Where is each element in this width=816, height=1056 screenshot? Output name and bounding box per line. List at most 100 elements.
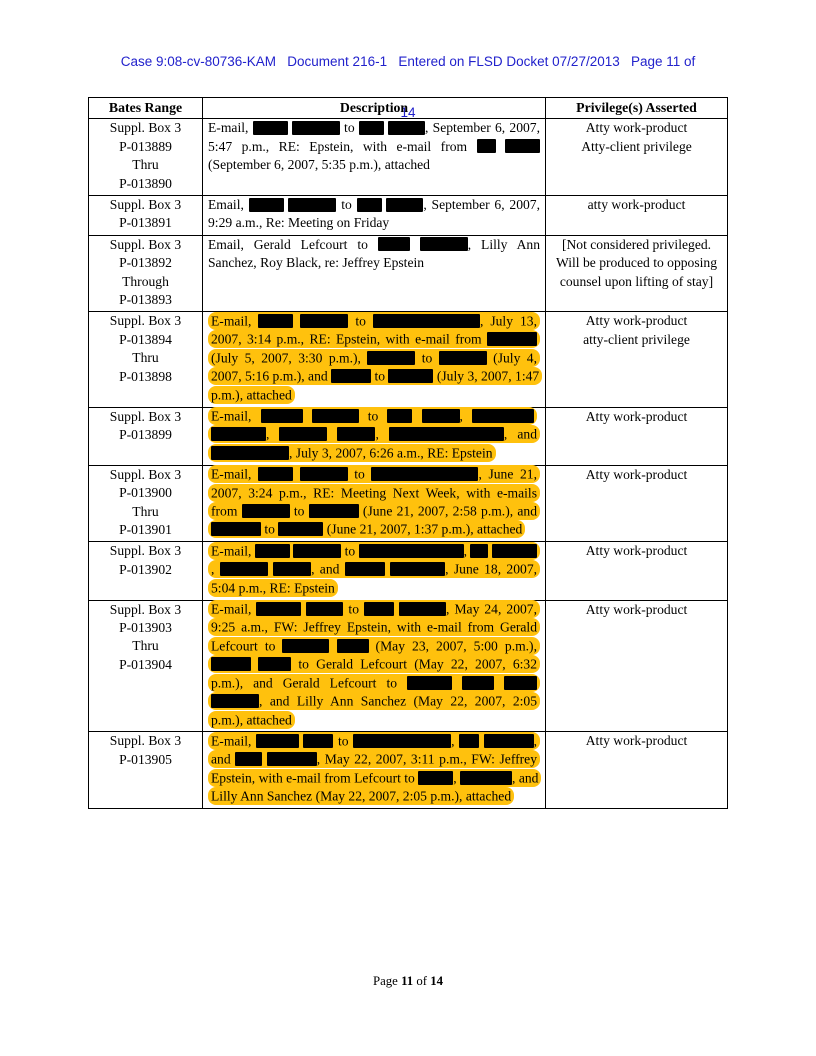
description-cell: E-mail, to , May 24, 2007, 9:25 a.m., FW… (202, 599, 546, 733)
redaction-bar (472, 409, 534, 423)
bates-line: P-013905 (119, 751, 172, 767)
highlighted-description-text: E-mail, to , , and , May 22, 2007, 3:11 … (208, 731, 542, 806)
redaction-bar (358, 543, 464, 558)
redaction-bar (258, 313, 294, 328)
privilege-line: Atty work-product (585, 733, 688, 749)
redaction-bar (254, 543, 290, 558)
bates-range-cell: Suppl. Box 3 P-013889 Thru P-013890 (88, 118, 203, 197)
bates-line: P-013898 (119, 368, 172, 384)
bates-line: P-013892 (119, 255, 172, 271)
redaction-bar (371, 467, 479, 482)
bates-line: Suppl. Box 3 (109, 120, 182, 136)
redaction-bar (491, 543, 537, 558)
column-header-privileges-asserted: Privilege(s) Asserted (545, 96, 728, 120)
highlighted-description-text: E-mail, to , , , , and , July 3, 2007, 6… (208, 407, 540, 462)
bates-line: P-013901 (119, 521, 172, 537)
privilege-line: Atty work-product (585, 408, 688, 424)
redaction-bar (358, 120, 384, 135)
table-row: Suppl. Box 3 P-013905 E-mail, to , , and ,… (88, 731, 728, 810)
description-text: E-mail, to , September 6, 2007, 5:47 p.m… (208, 120, 540, 173)
bates-range-cell: Suppl. Box 3 P-013902 (88, 541, 203, 601)
bates-line: Suppl. Box 3 (109, 313, 182, 329)
redaction-bar (260, 409, 303, 423)
privilege-line: Atty work-product (585, 466, 688, 482)
redaction-bar (282, 638, 330, 653)
privilege-log-table: Bates Range Description Privilege(s) Ass… (88, 96, 728, 810)
table-row: Suppl. Box 3 P-013902 E-mail, to , , , and… (88, 541, 728, 601)
redaction-bar (288, 197, 337, 212)
bates-range-cell: Suppl. Box 3 P-013891 (88, 195, 203, 236)
redaction-bar (299, 467, 348, 482)
privilege-line: Atty work-product (585, 601, 688, 617)
redaction-bar (279, 427, 328, 442)
footer-total-pages: 14 (430, 974, 444, 988)
redaction-bar (252, 120, 288, 135)
redaction-bar (483, 733, 534, 748)
redaction-bar (377, 237, 410, 252)
redaction-bar (459, 733, 480, 748)
description-cell: E-mail, to , July 13, 2007, 3:14 p.m., R… (202, 311, 546, 408)
description-cell: E-mail, to , , , , and , July 3, 2007, 6… (202, 406, 546, 466)
description-cell: E-mail, to , , and , May 22, 2007, 3:11 … (202, 731, 546, 810)
highlighted-description-text: E-mail, to , May 24, 2007, 9:25 a.m., FW… (208, 600, 541, 729)
redaction-bar (308, 504, 359, 519)
privilege-cell: Atty work-product (545, 464, 728, 543)
redaction-bar (241, 504, 290, 519)
privilege-cell: Atty work-product Atty-client privilege (545, 118, 728, 197)
redaction-bar (336, 638, 369, 653)
table-row: Suppl. Box 3 P-013889 Thru P-013890 E-mail, … (88, 118, 728, 197)
bates-line: Thru (132, 638, 159, 654)
privilege-cell: [Not considered privileged. Will be prod… (545, 234, 728, 313)
redaction-bar (353, 733, 452, 748)
footer-of: of (413, 974, 431, 988)
redaction-bar (372, 313, 480, 328)
redaction-bar (211, 694, 259, 709)
page-footer: Page 11 of 14 (0, 974, 816, 989)
redaction-bar (421, 409, 460, 423)
redaction-bar (476, 139, 496, 154)
highlighted-description-text: E-mail, to , , , and , June 18, 2007, 5:… (208, 541, 541, 597)
bates-line: Suppl. Box 3 (109, 466, 182, 482)
column-header-description: Description (202, 96, 546, 120)
table-row: Suppl. Box 3 P-013891 Email, to , Septembe… (88, 195, 728, 236)
redaction-bar (505, 139, 540, 154)
redaction-bar (418, 770, 454, 785)
bates-line: P-013902 (119, 561, 172, 577)
bates-line: P-013894 (119, 331, 172, 347)
redaction-bar (504, 675, 538, 690)
redaction-bar (258, 657, 292, 672)
table-header-row: Bates Range Description Privilege(s) Ass… (88, 96, 728, 120)
redaction-bar (211, 445, 289, 460)
privilege-line: Atty work-product (585, 313, 688, 329)
redaction-bar (255, 733, 299, 748)
bates-range-cell: Suppl. Box 3 P-013905 (88, 731, 203, 810)
redaction-bar (248, 197, 284, 212)
description-text: Email, to , September 6, 2007, 9:29 a.m.… (208, 197, 540, 231)
redaction-bar (367, 350, 416, 365)
redaction-bar (311, 409, 359, 423)
table-body: Suppl. Box 3 P-013889 Thru P-013890 E-mail, … (88, 118, 728, 810)
bates-line: Thru (132, 157, 159, 173)
redaction-bar (399, 602, 447, 617)
bates-range-cell: Suppl. Box 3 P-013894 Thru P-013898 (88, 311, 203, 408)
redaction-bar (388, 369, 434, 384)
privilege-cell: Atty work-product (545, 731, 728, 810)
bates-line: P-013893 (119, 292, 172, 308)
description-cell: E-mail, to , September 6, 2007, 5:47 p.m… (202, 118, 546, 197)
redaction-bar (293, 543, 342, 558)
privilege-line: Atty work-product (585, 120, 688, 136)
redaction-bar (390, 562, 446, 577)
redaction-bar (344, 562, 385, 577)
highlighted-description-text: E-mail, to , June 21, 2007, 3:24 p.m., R… (208, 465, 540, 539)
redaction-bar (258, 467, 294, 482)
redaction-bar (356, 197, 382, 212)
privilege-cell: Atty work-product (545, 541, 728, 601)
table-row: Suppl. Box 3 P-013899 E-mail, to , , , , a… (88, 406, 728, 466)
bates-range-cell: Suppl. Box 3 P-013892 Through P-013893 (88, 234, 203, 313)
bates-line: Thru (132, 503, 159, 519)
bates-line: P-013903 (119, 619, 172, 635)
redaction-bar (388, 427, 504, 442)
bates-line: P-013890 (119, 175, 172, 191)
privilege-cell: Atty work-product (545, 406, 728, 466)
privilege-line: atty-client privilege (583, 331, 690, 347)
